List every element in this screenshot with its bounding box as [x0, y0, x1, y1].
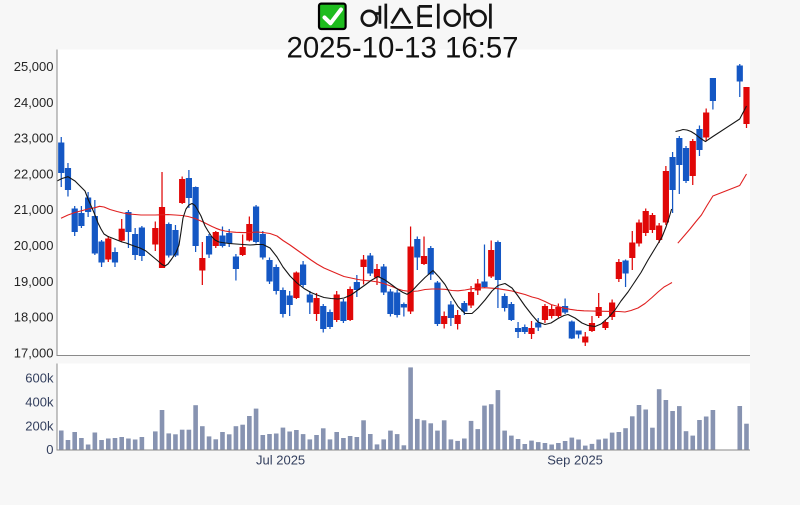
- svg-text:20,000: 20,000: [14, 238, 54, 253]
- svg-text:0: 0: [46, 442, 53, 457]
- svg-text:19,000: 19,000: [14, 274, 54, 289]
- svg-text:600k: 600k: [25, 371, 54, 386]
- svg-text:Jul 2025: Jul 2025: [256, 453, 305, 468]
- svg-text:23,000: 23,000: [14, 131, 54, 146]
- svg-text:2025-10-13 16:57: 2025-10-13 16:57: [286, 32, 518, 65]
- svg-text:22,000: 22,000: [14, 166, 54, 181]
- svg-text:17,000: 17,000: [14, 345, 54, 360]
- svg-text:24,000: 24,000: [14, 95, 54, 110]
- svg-text:Sep 2025: Sep 2025: [547, 453, 603, 468]
- svg-text:400k: 400k: [25, 395, 54, 410]
- svg-text:200k: 200k: [25, 418, 54, 433]
- svg-text:18,000: 18,000: [14, 310, 54, 325]
- svg-text:21,000: 21,000: [14, 202, 54, 217]
- svg-text:25,000: 25,000: [14, 59, 54, 74]
